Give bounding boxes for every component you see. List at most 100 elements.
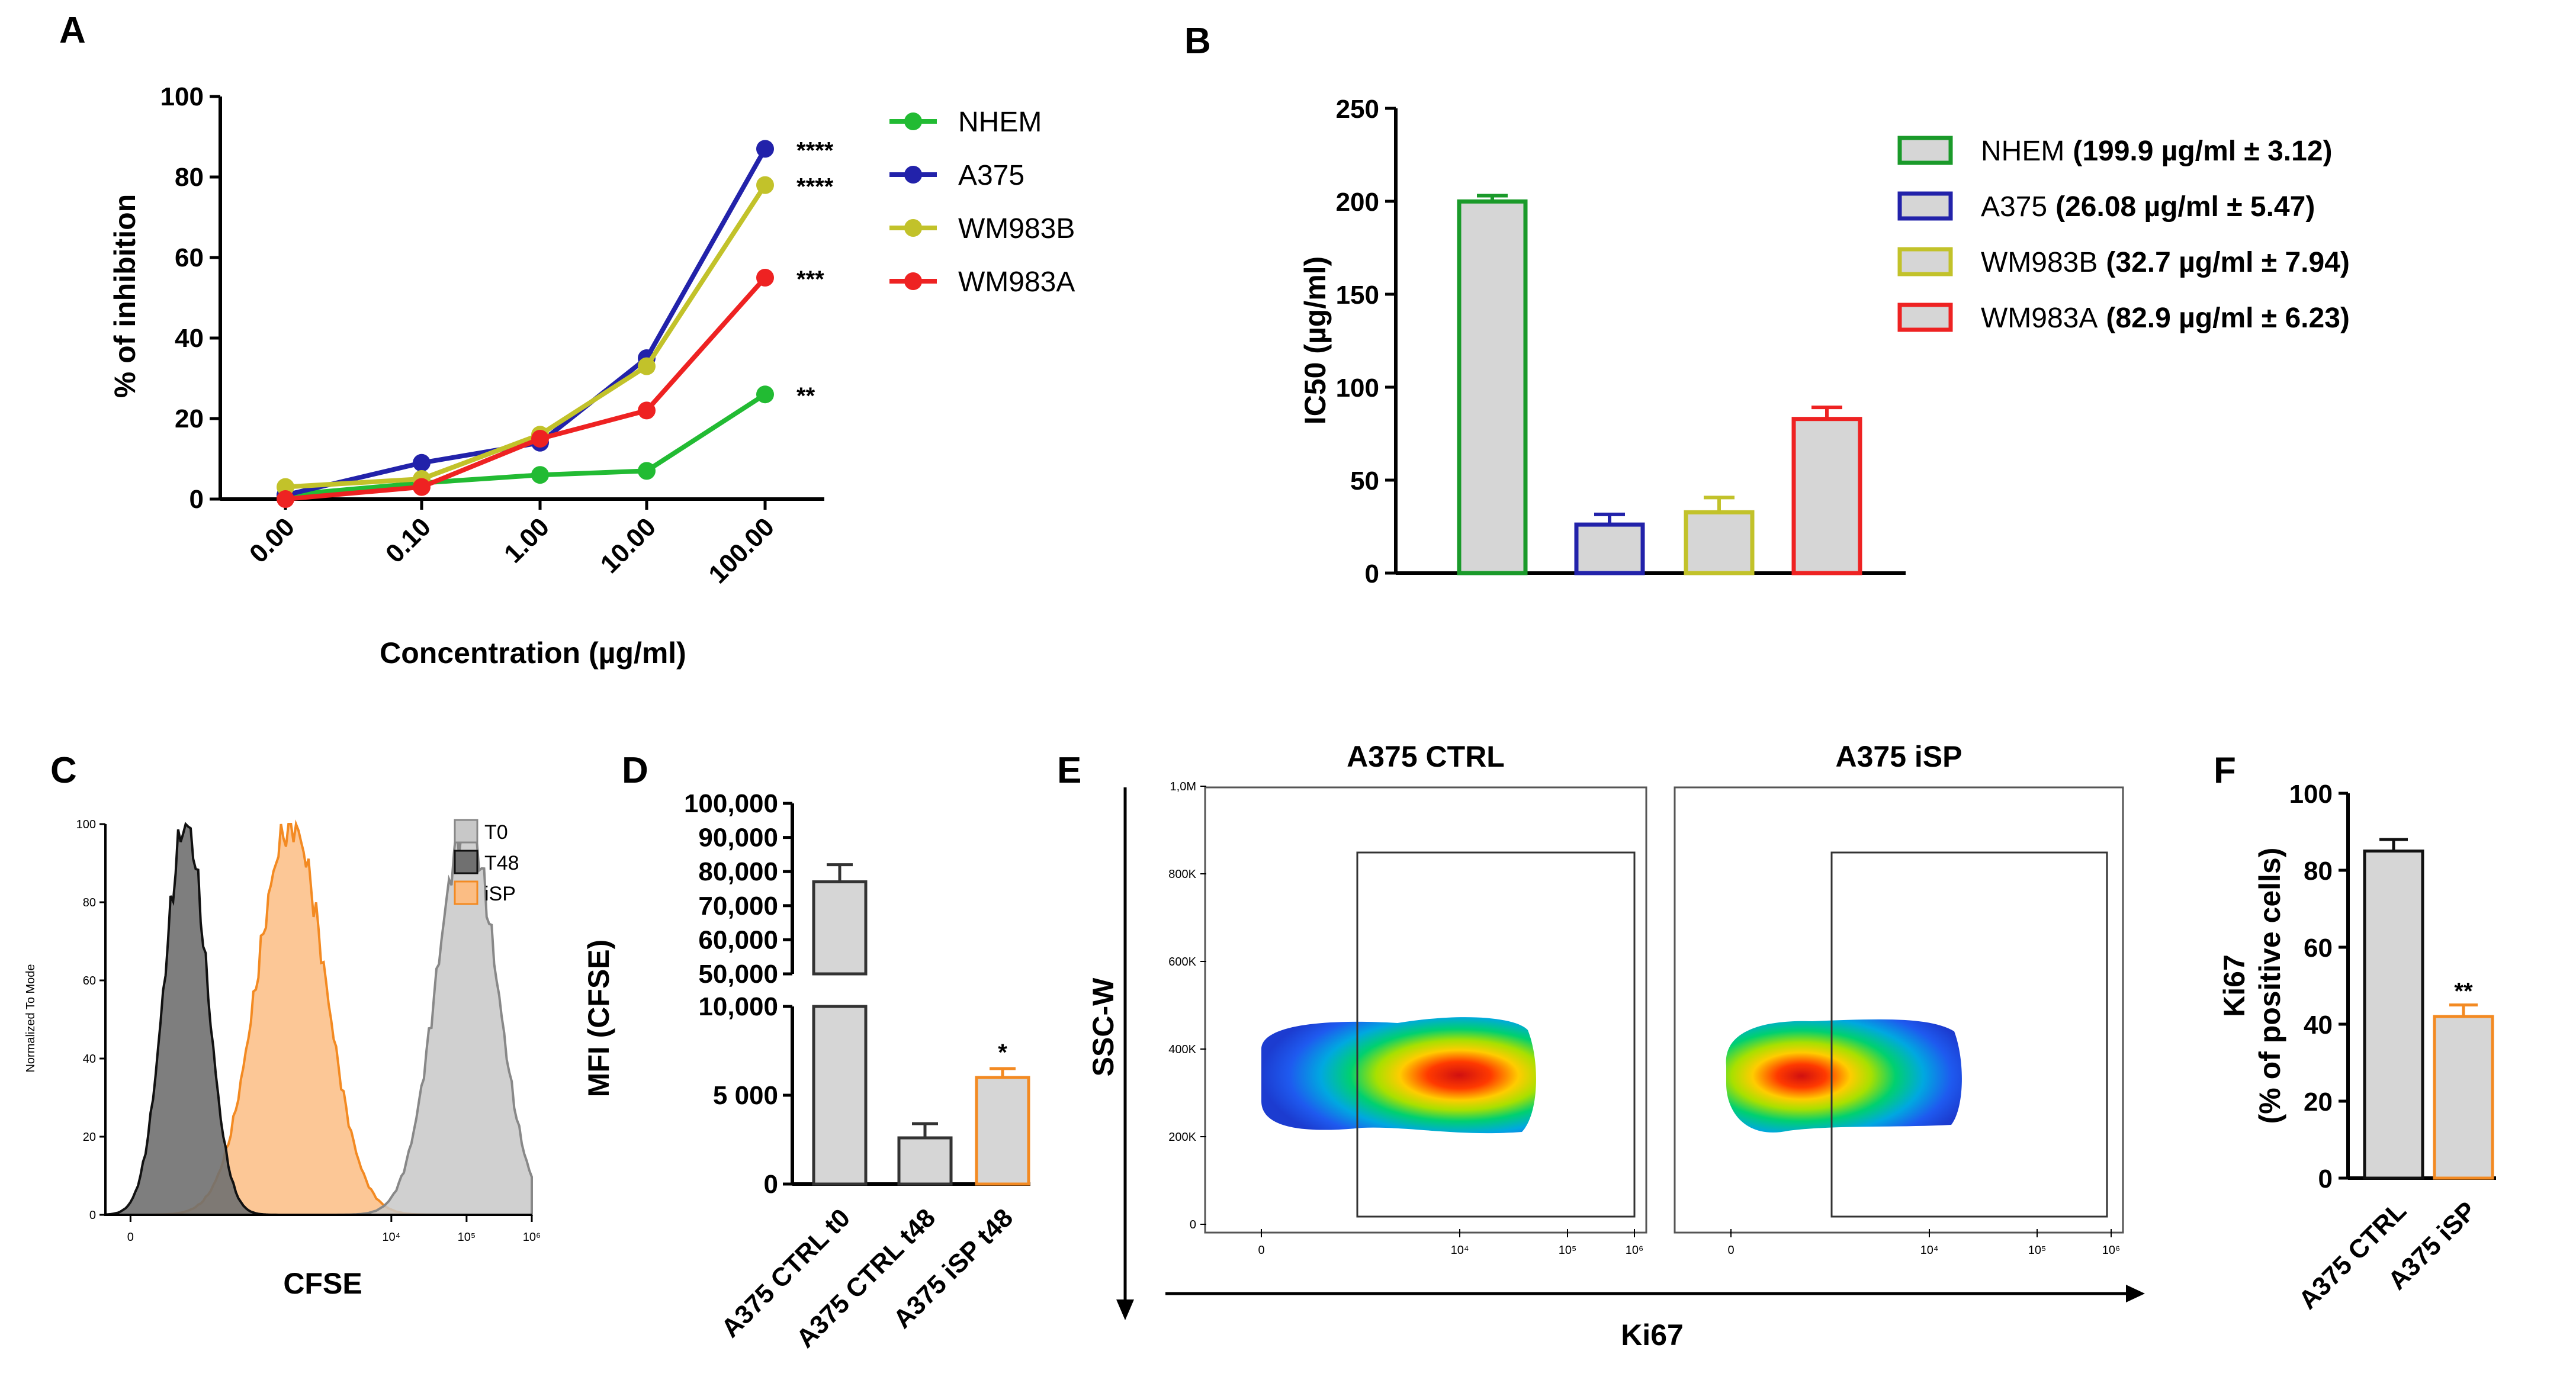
y-tick-label: 60,000: [698, 925, 778, 954]
y-tick-label: 40: [83, 1053, 96, 1066]
y-tick-label: 60: [175, 243, 204, 272]
x-axis-title: Ki67: [1621, 1318, 1684, 1352]
panel-label-e: E: [1057, 750, 1081, 791]
y-tick-label: 0: [1190, 1218, 1196, 1231]
y-tick-label: 0: [764, 1170, 778, 1199]
series-wm983b: **** WM983B: [277, 174, 1075, 496]
legend-marker: [904, 272, 922, 290]
x-tick-label: 0.10: [380, 512, 436, 568]
y-tick-label: 0: [89, 1209, 96, 1222]
bar: [2433, 1015, 2494, 1180]
x-tick-label: 10⁴: [1451, 1244, 1469, 1257]
y-axis-title: MFI (CFSE): [582, 940, 615, 1098]
y-tick-label: 50: [1350, 467, 1379, 496]
legend-name: WM983B: [1981, 247, 2098, 278]
legend-label: A375 (26.08 µg/ml ± 5.47): [1981, 191, 2315, 223]
data-point: [756, 385, 774, 404]
significance-marker: ****: [796, 174, 834, 200]
y-tick-label: 1,0M: [1170, 780, 1196, 793]
x-tick-label: 10.00: [595, 512, 662, 579]
legend-swatch: [454, 819, 478, 844]
y-tick-label: 200: [1336, 188, 1379, 217]
data-point: [531, 466, 549, 484]
y-tick-label: 80: [175, 163, 204, 192]
x-axis-title: Concentration (µg/ml): [380, 636, 686, 670]
legend-label: T48: [484, 852, 519, 874]
y-tick-label: 10,000: [698, 992, 778, 1021]
y-axis-title: IC50 (µg/ml): [1299, 256, 1332, 424]
legend-label: WM983B (32.7 µg/ml ± 7.94): [1981, 247, 2350, 278]
legend-label: NHEM: [958, 107, 1042, 138]
y-axis-title: Ki67: [2218, 954, 2251, 1017]
data-point: [638, 357, 656, 375]
density-cloud: [1261, 1017, 1536, 1134]
x-tick-label: 10⁴: [382, 1231, 400, 1244]
y-tick-label: 5 000: [713, 1081, 778, 1110]
y-tick-label: 60: [2304, 934, 2333, 963]
y-tick-label: 40: [175, 324, 204, 353]
data-point: [638, 462, 656, 480]
bar: [2363, 850, 2424, 1180]
axis-break: [796, 980, 884, 1001]
x-axis-title: CFSE: [283, 1267, 362, 1300]
x-tick-label: 10⁵: [1559, 1244, 1577, 1257]
legend-swatch: [1897, 247, 1953, 276]
y-tick-label: 100: [1336, 374, 1379, 403]
legend-label: WM983A (82.9 µg/ml ± 6.23): [1981, 303, 2350, 334]
bar-wm983b: [1684, 510, 1755, 575]
y-tick-label: 400K: [1168, 1043, 1196, 1056]
y-tick-label: 200K: [1168, 1131, 1196, 1144]
x-tick-label: 10⁴: [1920, 1244, 1939, 1257]
legend-swatch: [1897, 136, 1953, 165]
y-tick-label: 800K: [1168, 868, 1196, 881]
legend-marker: [904, 166, 922, 184]
y-tick-label: 20: [83, 1131, 96, 1144]
significance-marker: ****: [796, 137, 834, 163]
y-tick-label: 50,000: [698, 960, 778, 989]
y-tick-label: 100,000: [684, 789, 778, 818]
significance-marker: **: [2454, 979, 2473, 1005]
x-tick-label: 10⁶: [1626, 1244, 1643, 1257]
x-arrow-head: [2126, 1285, 2145, 1302]
data-point: [638, 401, 656, 420]
x-tick-label: 0: [1258, 1244, 1264, 1257]
subplot-title: A375 CTRL: [1347, 740, 1505, 773]
legend-swatch: [454, 880, 478, 905]
panel-e: A375 CTRL 0 10⁴ 10⁵ 10⁶ A375 iSP 0 10⁴ 10⁵ 10⁶ 0 20…: [1087, 740, 2145, 1352]
y-tick-label: 100: [76, 818, 96, 831]
y-tick-label: 80: [83, 896, 96, 909]
legend-label: NHEM (199.9 µg/ml ± 3.12): [1981, 136, 2333, 167]
significance-marker: *: [998, 1040, 1007, 1066]
legend-label: WM983B: [958, 213, 1075, 245]
x-tick-label: 0: [1727, 1244, 1734, 1257]
bar-wm983a: [1791, 417, 1862, 575]
plot-frame: [1204, 786, 1647, 1234]
significance-marker: ***: [796, 266, 824, 292]
gate: [1356, 851, 1636, 1218]
legend-stat: (26.08 µg/ml ± 5.47): [2055, 191, 2315, 223]
y-tick-label: 70,000: [698, 892, 778, 921]
y-tick-label: 600K: [1168, 956, 1196, 969]
y-tick-label: 250: [1336, 95, 1379, 124]
y-tick-label: 20: [2304, 1088, 2333, 1117]
y-axis-title: SSC-W: [1087, 977, 1120, 1076]
x-tick-label: 100.00: [703, 512, 780, 589]
y-tick-label: 0: [1365, 559, 1379, 588]
bar-nhem: [1457, 199, 1528, 575]
data-point: [756, 176, 774, 194]
legend-label: WM983A: [958, 266, 1075, 298]
y-tick-label: 100: [2289, 780, 2333, 809]
series-wm983a: *** WM983A: [277, 266, 1075, 508]
legend-swatch: [1897, 191, 1953, 221]
y-axis-title: % of inhibition: [108, 194, 142, 398]
series-a375: **** A375: [277, 137, 1024, 504]
legend-name: WM983A: [1981, 303, 2098, 334]
density-cloud: [1726, 1019, 1962, 1133]
x-tick-label: 10⁵: [2028, 1244, 2047, 1257]
plot-frame: [1674, 786, 2124, 1234]
x-tick-label: 1.00: [499, 512, 555, 568]
panel-f: 0 20 40 60 80 100 Ki67 (% of positive cells) A37…: [2218, 780, 2496, 1315]
legend-stat: (199.9 µg/ml ± 3.12): [2073, 136, 2332, 167]
legend-name: A375: [1981, 191, 2047, 223]
panel-label-f: F: [2214, 750, 2236, 791]
